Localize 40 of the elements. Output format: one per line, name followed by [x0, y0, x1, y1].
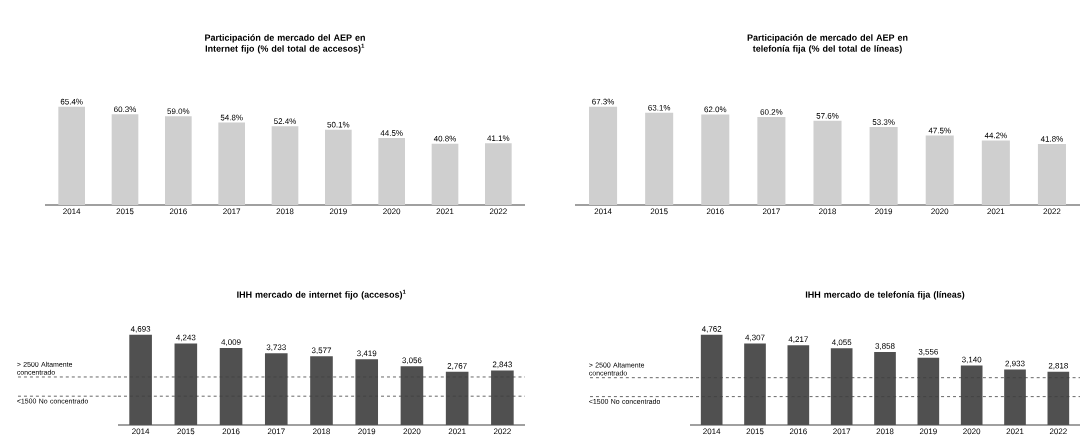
bar	[1004, 369, 1026, 426]
chart-title: IHH mercado de telefonía fija (líneas)	[805, 291, 965, 300]
bar	[325, 129, 352, 205]
bar	[218, 122, 245, 205]
bar	[355, 359, 379, 426]
bar	[645, 112, 674, 205]
bar	[491, 370, 514, 426]
bar	[378, 138, 405, 205]
bar	[219, 347, 243, 426]
chart-title: Participación de mercado del AEP en telefonía fija (% del total de líneas)	[747, 34, 908, 54]
chart-title: IHH mercado de internet fijo (accesos)$^{1}$	[237, 289, 406, 300]
bar	[129, 334, 152, 426]
bar	[264, 353, 288, 426]
bar	[165, 116, 192, 205]
chart-title: Participación de mercado del AEP en Internet fijo (% del total de accesos)$^{1}$	[205, 34, 365, 54]
bar	[174, 343, 198, 426]
bar	[1047, 371, 1070, 426]
bar	[431, 143, 459, 205]
bar	[744, 343, 766, 426]
bar	[701, 114, 730, 205]
bar	[830, 348, 853, 426]
bar	[917, 357, 940, 426]
bar	[700, 334, 723, 426]
bar	[874, 351, 896, 426]
bar	[58, 106, 85, 205]
bar	[111, 114, 139, 205]
bar	[757, 117, 786, 205]
bar	[310, 356, 333, 426]
bar	[485, 143, 512, 205]
bar	[813, 120, 842, 205]
bar	[271, 126, 299, 205]
bar	[400, 366, 424, 426]
bar	[1037, 143, 1066, 205]
bar	[787, 345, 810, 426]
bar	[869, 127, 898, 205]
bar	[589, 106, 618, 205]
bar	[925, 135, 954, 205]
bar	[445, 371, 469, 426]
bar	[981, 140, 1010, 205]
bar	[960, 365, 983, 426]
